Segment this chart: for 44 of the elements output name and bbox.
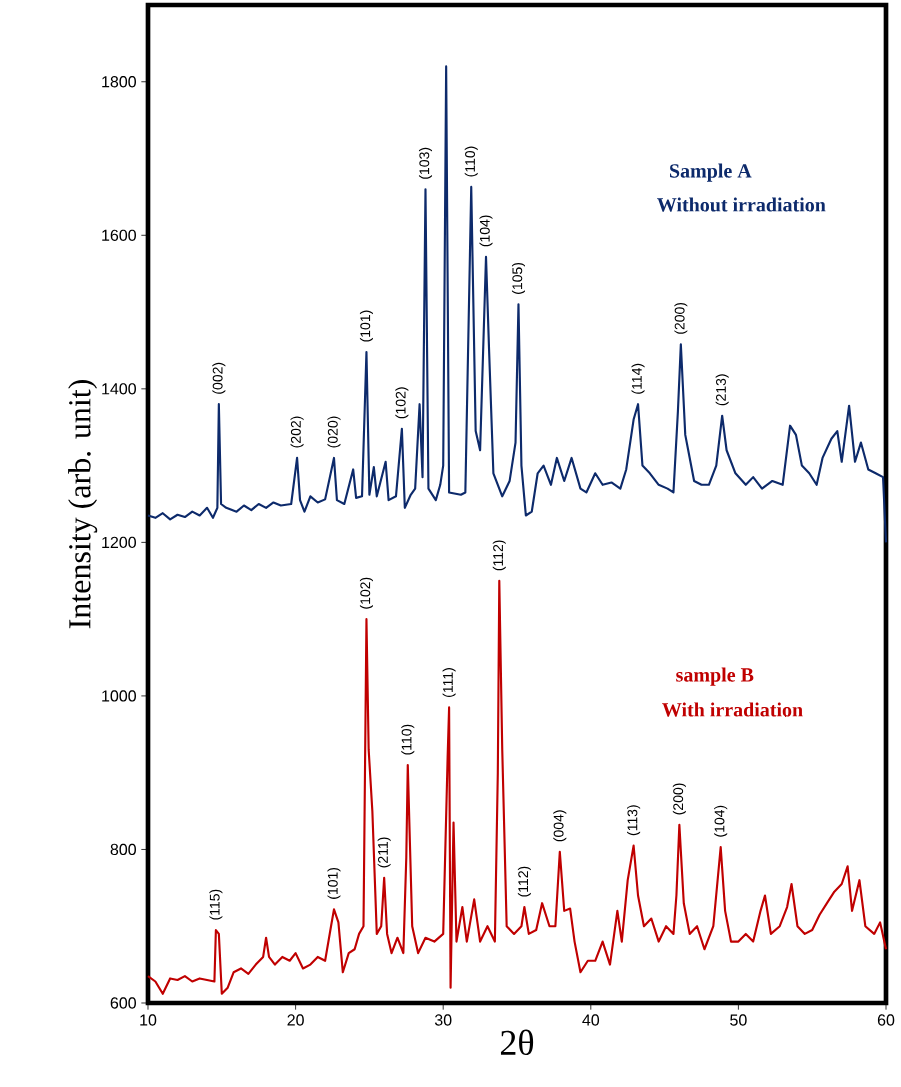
y-tick-label: 1200 [102,536,136,549]
annotation: (101) [327,867,341,899]
annotation: (111) [442,668,456,697]
annotation: (002) [212,362,226,394]
annotation: With irradiation [662,702,803,717]
text: sample B [676,667,754,686]
y-tick-label: 800 [110,843,136,856]
x-tick-label: 30 [434,1014,452,1026]
annotation: (114) [631,363,645,394]
x-tick-label: 40 [582,1014,600,1026]
y-tick-label: 1000 [102,690,136,702]
x-tick-label: 10 [140,1014,157,1026]
line-series [146,579,888,995]
x-tick-label: 50 [730,1014,747,1026]
text: Sample A [670,163,752,182]
annotation: (104) [714,805,728,837]
y-tick-label: 1400 [102,383,136,395]
annotation: (103) [418,147,433,179]
y-tick-label: 1600 [102,229,136,241]
annotation: (102) [395,387,409,419]
y-tick-label: 600 [110,997,136,1009]
annotation: (110) [401,724,415,755]
x-tick-label: 20 [287,1014,304,1026]
annotation: (110) [464,146,478,177]
annotation: (112) [517,866,531,897]
y-axis-title: Intensity (arb. unit) [68,380,98,629]
annotation: (004) [553,810,567,842]
annotation: (211) [377,837,391,868]
annotation: (105) [511,262,526,294]
x-axis-title: 2θ [500,1029,534,1056]
y-tick-label: 1800 [102,76,136,88]
annotation: (113) [627,805,641,836]
annotation: (101) [359,310,373,342]
annotation: (104) [479,215,493,247]
annotation: (213) [715,374,729,406]
annotation: Without irradiation [657,197,826,212]
annotation: (102) [359,577,373,609]
annotation: (115) [209,889,223,920]
annotation: (112) [492,540,506,571]
annotation: (202) [290,416,304,448]
annotation: (020) [327,416,341,448]
annotation: (200) [674,302,688,334]
x-tick-label: 60 [877,1014,895,1026]
annotation: (200) [672,783,686,815]
